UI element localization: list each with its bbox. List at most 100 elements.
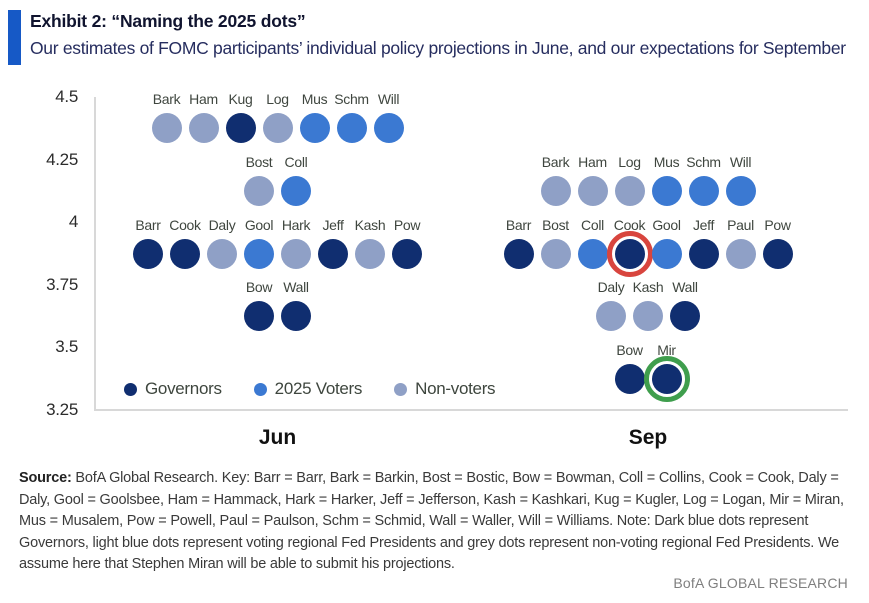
- dot-jun-schm: [336, 113, 367, 144]
- dot-jun-gool: [244, 238, 274, 269]
- dot-label-jun-coll: Coll: [284, 153, 308, 170]
- dot-sep-schm: [688, 175, 719, 206]
- dot-label-jun-daly: Daly: [208, 216, 236, 233]
- dot-label-jun-will: Will: [377, 91, 400, 108]
- dot-label-sep-kash: Kash: [632, 279, 664, 296]
- dot-label-sep-schm: Schm: [686, 153, 721, 170]
- dot-label-sep-jeff: Jeff: [692, 216, 715, 233]
- dot-label-jun-gool: Gool: [244, 216, 274, 233]
- exhibit-accent-bar: [8, 10, 21, 65]
- dot-label-jun-log: Log: [266, 91, 289, 108]
- legend-item-governor: Governors: [124, 379, 222, 399]
- dot-sep-bark: [540, 175, 571, 206]
- dot-sep-ham: [577, 175, 608, 206]
- dot-label-sep-will: Will: [729, 153, 752, 170]
- dot-jun-barr: [133, 238, 163, 269]
- dot-sep-mus: [651, 175, 682, 206]
- legend-label-governor: Governors: [145, 379, 222, 398]
- y-tick-3.75: 3.75: [46, 274, 78, 294]
- dot-label-sep-mus: Mus: [653, 153, 680, 170]
- y-tick-4.25: 4.25: [46, 149, 78, 169]
- dot-label-sep-log: Log: [618, 153, 641, 170]
- legend-item-nonvoter: Non-voters: [394, 379, 496, 399]
- dot-jun-bark: [151, 113, 182, 144]
- dot-label-sep-pow: Pow: [764, 216, 791, 233]
- dot-label-jun-jeff: Jeff: [322, 216, 344, 233]
- y-tick-4: 4: [68, 212, 78, 232]
- dot-jun-will: [373, 113, 404, 144]
- source-note: Source: BofA Global Research. Key: Barr …: [19, 468, 849, 576]
- y-tick-4.5: 4.5: [55, 87, 78, 106]
- dot-jun-log: [262, 113, 293, 144]
- legend-dot-voter: [253, 382, 267, 396]
- x-axis-label-jun: Jun: [258, 426, 297, 449]
- highlight-ring-red-sep-cook: [606, 230, 653, 277]
- exhibit-title: Exhibit 2: “Naming the 2025 dots”: [30, 11, 306, 31]
- dot-label-jun-kash: Kash: [354, 216, 386, 233]
- dot-label-sep-cook: Cook: [613, 216, 646, 233]
- dot-jun-kug: [225, 113, 256, 144]
- dot-label-sep-wall: Wall: [672, 279, 698, 296]
- dot-label-jun-barr: Barr: [135, 216, 161, 233]
- dot-label-jun-bark: Bark: [152, 91, 181, 108]
- dot-sep-bow: [614, 363, 645, 394]
- dot-label-sep-ham: Ham: [578, 153, 607, 170]
- dot-jun-cook: [170, 238, 200, 269]
- dot-sep-coll: [577, 238, 608, 269]
- dot-sep-bost: [540, 238, 571, 269]
- dot-label-sep-mir: Mir: [657, 341, 676, 358]
- dot-jun-daly: [207, 238, 237, 269]
- highlight-ring-green-sep-mir: [643, 355, 690, 402]
- x-axis-line: [94, 409, 848, 411]
- y-tick-3.5: 3.5: [55, 337, 78, 357]
- dot-sep-kash: [633, 301, 663, 332]
- dot-jun-bow: [244, 301, 274, 332]
- dot-jun-coll: [281, 175, 311, 206]
- dot-sep-wall: [670, 301, 700, 332]
- legend-item-voter: 2025 Voters: [253, 379, 363, 399]
- dot-label-sep-barr: Barr: [505, 216, 532, 233]
- legend-dot-governor: [124, 382, 137, 396]
- dot-jun-ham: [188, 113, 219, 144]
- y-axis-line: [94, 97, 96, 410]
- dot-sep-daly: [596, 301, 626, 332]
- dot-label-jun-bow: Bow: [245, 279, 273, 296]
- dot-label-sep-paul: Paul: [727, 216, 754, 233]
- dot-label-jun-pow: Pow: [393, 216, 421, 233]
- dot-jun-mus: [299, 113, 330, 144]
- legend: Governors 2025 Voters Non-voters: [124, 378, 496, 400]
- dot-label-sep-daly: Daly: [597, 279, 625, 296]
- dot-label-jun-bost: Bost: [245, 153, 273, 170]
- dot-sep-barr: [503, 238, 534, 269]
- x-axis-label-sep: Sep: [628, 426, 668, 449]
- dot-label-sep-gool: Gool: [652, 216, 681, 233]
- exhibit-subtitle: Our estimates of FOMC participants’ indi…: [30, 38, 846, 58]
- dot-label-jun-schm: Schm: [334, 91, 369, 108]
- dot-label-jun-cook: Cook: [169, 216, 201, 233]
- y-tick-3.25: 3.25: [46, 400, 78, 419]
- dot-label-jun-hark: Hark: [281, 216, 311, 233]
- dot-label-sep-bow: Bow: [616, 341, 643, 358]
- legend-label-nonvoter: Non-voters: [415, 379, 496, 398]
- dot-sep-log: [614, 175, 645, 206]
- dot-sep-paul: [725, 238, 756, 269]
- dot-jun-kash: [355, 238, 385, 269]
- dot-label-jun-mus: Mus: [301, 91, 328, 108]
- legend-dot-nonvoter: [394, 382, 408, 396]
- dot-label-jun-kug: Kug: [228, 91, 253, 108]
- source-text: BofA Global Research. Key: Barr = Barr, …: [19, 470, 844, 572]
- dot-label-jun-wall: Wall: [283, 279, 309, 296]
- dot-label-sep-bost: Bost: [542, 216, 569, 233]
- dot-jun-hark: [281, 238, 311, 269]
- dot-jun-bost: [244, 175, 274, 206]
- dot-sep-jeff: [688, 238, 719, 269]
- source-label: Source:: [19, 470, 72, 486]
- dot-jun-pow: [392, 238, 422, 269]
- legend-label-voter: 2025 Voters: [274, 379, 363, 398]
- dot-sep-pow: [762, 238, 793, 269]
- dot-label-sep-coll: Coll: [581, 216, 604, 233]
- brand-footer: BofA GLOBAL RESEARCH: [673, 575, 848, 591]
- dot-jun-jeff: [318, 238, 348, 269]
